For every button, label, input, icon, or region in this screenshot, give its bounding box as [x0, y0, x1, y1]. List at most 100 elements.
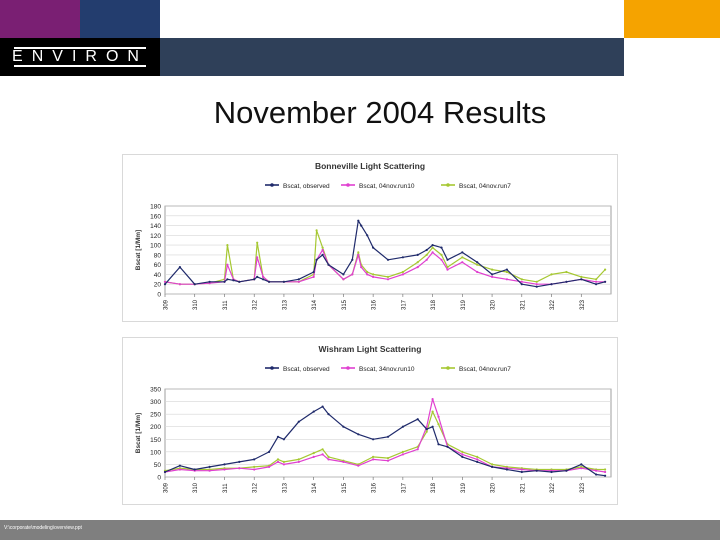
header-band-blue	[80, 0, 160, 38]
series-2-point	[416, 266, 419, 269]
series-1-point	[565, 280, 568, 283]
slide-title: November 2004 Results	[213, 95, 547, 130]
series-1-point	[431, 244, 434, 247]
series-1-point	[321, 405, 324, 408]
series-1-point	[232, 279, 235, 282]
y-tick-label: 20	[154, 282, 162, 289]
series-2-point	[321, 248, 324, 252]
series-1-point	[386, 435, 390, 438]
series-1-point	[446, 258, 449, 261]
series-3-point	[505, 270, 508, 274]
series-2-point	[491, 275, 494, 278]
series-2-point	[178, 468, 181, 471]
series-2-point	[178, 283, 181, 286]
legend-marker-2	[346, 366, 350, 370]
series-1-point	[268, 280, 271, 283]
x-tick-label: 320	[491, 482, 497, 493]
y-axis-label: Bscat [1/Mm]	[135, 230, 142, 270]
series-1-point	[550, 283, 553, 286]
plot-area	[164, 205, 612, 295]
series-2-point	[321, 453, 324, 456]
wishram-chart-svg: Wishram Light Scattering Bscat, observed B…	[135, 344, 612, 493]
series-1-point	[268, 450, 271, 453]
series-1-point	[476, 460, 479, 463]
x-tick-label: 314	[312, 299, 318, 310]
series-1-point	[357, 433, 360, 436]
series-1-point	[357, 219, 360, 222]
x-tick-label: 321	[520, 299, 526, 310]
x-tick-label: 313	[282, 299, 288, 310]
series-3-point	[491, 463, 494, 466]
series-2-point	[366, 273, 369, 276]
series-1-point	[321, 253, 324, 256]
series-2-point	[357, 253, 360, 256]
series-2-point	[208, 469, 211, 472]
series-3-point	[315, 229, 318, 232]
bonneville-chart: Bonneville Light Scattering Bscat, observ…	[122, 154, 618, 322]
series-1-point	[425, 248, 428, 252]
x-tick-label: 317	[401, 299, 407, 310]
series-1-point	[476, 261, 479, 264]
series-3-point	[565, 270, 568, 274]
header-band-purple	[0, 0, 80, 38]
chart-title: Wishram Light Scattering	[319, 344, 422, 354]
series-2-point	[401, 453, 404, 456]
x-tick-label: 322	[550, 299, 556, 310]
series-1-point	[416, 418, 419, 421]
series-2-point	[327, 458, 330, 461]
series-2-point	[401, 273, 404, 276]
x-tick-label: 320	[491, 299, 497, 310]
x-tick-label: 317	[401, 482, 407, 493]
series-1-point	[416, 253, 419, 256]
series-2-point	[312, 275, 315, 278]
series-3-point	[372, 455, 375, 458]
series-1-point	[297, 420, 300, 423]
series-3-point	[386, 275, 390, 278]
series-1-point	[505, 268, 508, 271]
series-2-point	[505, 278, 508, 281]
series-1-point	[208, 280, 211, 283]
series-1-point	[223, 280, 226, 283]
x-tick-label: 323	[580, 482, 586, 493]
series-3-point	[425, 430, 428, 433]
series-3-point	[476, 263, 479, 266]
y-tick-label: 0	[157, 292, 161, 299]
series-3-point	[282, 460, 285, 463]
series-3-point	[440, 253, 443, 256]
legend-label-3: Bscat, 04nov.run7	[459, 366, 511, 373]
series-1-point	[505, 468, 508, 471]
series-2-point	[604, 470, 607, 474]
y-tick-label: 250	[150, 412, 161, 419]
series-2-point	[440, 258, 443, 261]
series-2-point	[226, 263, 229, 266]
series-1-point	[604, 280, 607, 283]
series-2-point	[431, 398, 434, 401]
y-tick-label: 160	[150, 213, 161, 220]
series-1-point	[312, 410, 315, 413]
x-tick-label: 313	[282, 482, 288, 493]
series-3-point	[520, 278, 523, 281]
series-1-point	[276, 435, 280, 438]
series-3-point	[226, 244, 229, 247]
series-1-point	[178, 464, 181, 467]
series-1-point	[282, 280, 285, 283]
series-2-point	[262, 275, 265, 278]
x-tick-label: 323	[580, 299, 586, 310]
series-1-point	[208, 465, 211, 468]
series-2-point	[431, 251, 434, 254]
series-1-point	[262, 278, 265, 281]
series-3-point	[476, 455, 479, 458]
header-band-slate	[160, 38, 624, 76]
legend-marker-3	[446, 183, 450, 187]
series-1-point	[282, 438, 285, 441]
series-2-point	[360, 266, 363, 269]
series-2-point	[446, 268, 449, 271]
x-tick-label: 316	[372, 482, 378, 493]
x-tick-label: 309	[164, 299, 170, 310]
y-tick-label: 350	[150, 387, 161, 394]
series-1-point	[163, 470, 167, 474]
logo-band	[0, 38, 160, 76]
series-1-point	[163, 283, 167, 286]
series-1-point	[431, 425, 434, 428]
series-1-point	[461, 455, 464, 458]
